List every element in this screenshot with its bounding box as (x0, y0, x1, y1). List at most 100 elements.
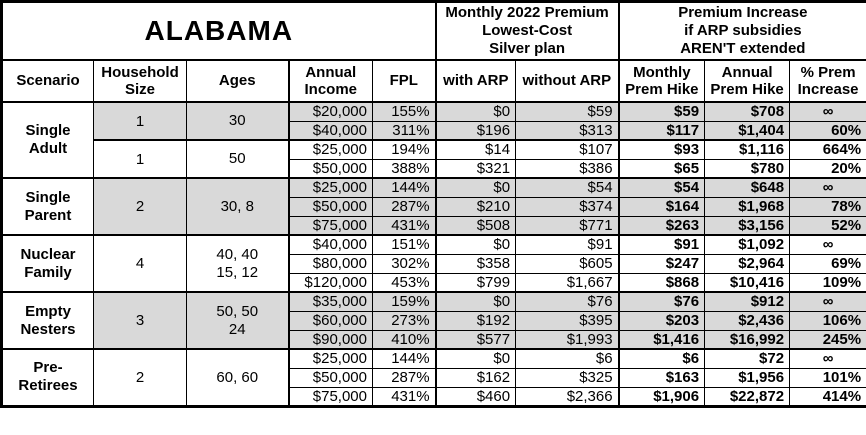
income-cell: $40,000 (287, 234, 373, 255)
scenario-name-cell: Pre- Retirees (1, 348, 94, 407)
with-arp-cell: $0 (434, 234, 517, 255)
with-arp-cell: $210 (434, 196, 517, 217)
annual-hike-cell: $2,436 (704, 310, 791, 331)
without-arp-cell: $313 (515, 120, 620, 141)
pct-increase-cell: 664% (789, 139, 866, 160)
with-arp-cell: $162 (434, 367, 517, 388)
income-cell: $90,000 (287, 329, 373, 350)
monthly-hike-cell: $59 (617, 101, 706, 122)
with-arp-cell: $0 (434, 177, 517, 198)
fpl-cell: 144% (371, 177, 437, 198)
pct-increase-cell: 101% (789, 367, 866, 388)
income-cell: $40,000 (287, 120, 373, 141)
without-arp-cell: $325 (515, 367, 620, 388)
income-cell: $50,000 (287, 158, 373, 179)
without-arp-cell: $54 (515, 177, 620, 198)
monthly-hike-cell: $164 (617, 196, 706, 217)
fpl-cell: 431% (371, 215, 437, 236)
fpl-cell: 287% (371, 367, 437, 388)
with-arp-cell: $0 (434, 101, 517, 122)
ages-cell: 30 (186, 101, 289, 141)
without-arp-cell: $395 (515, 310, 620, 331)
annual-hike-cell: $708 (704, 101, 791, 122)
pct-increase-cell: 69% (789, 253, 866, 274)
annual-hike-cell: $1,968 (704, 196, 791, 217)
income-cell: $20,000 (287, 101, 373, 122)
annual-hike-cell: $780 (704, 158, 791, 179)
ages-cell: 50 (186, 139, 289, 179)
col-header-household-size: Household Size (93, 59, 187, 103)
with-arp-cell: $577 (434, 329, 517, 350)
income-cell: $25,000 (287, 348, 373, 369)
premium-group-header: Monthly 2022 Premium Lowest-Cost Silver … (434, 1, 620, 61)
income-cell: $50,000 (287, 196, 373, 217)
annual-hike-cell: $1,092 (704, 234, 791, 255)
fpl-cell: 151% (371, 234, 437, 255)
monthly-hike-cell: $54 (617, 177, 706, 198)
table-row: Empty Nesters 3 50, 50 24 $35,000 159% $0 $76 $… (1, 291, 866, 350)
annual-hike-cell: $10,416 (704, 272, 791, 293)
monthly-hike-cell: $163 (617, 367, 706, 388)
with-arp-cell: $14 (434, 139, 517, 160)
col-header-annual-income: Annual Income (287, 59, 373, 103)
col-header-pct-increase: % Prem Increase (789, 59, 866, 103)
fpl-cell: 388% (371, 158, 437, 179)
ages-cell: 60, 60 (186, 348, 289, 407)
household-size-cell: 4 (93, 234, 187, 293)
pct-increase-cell: 106% (789, 310, 866, 331)
without-arp-cell: $2,366 (515, 386, 620, 407)
with-arp-cell: $0 (434, 348, 517, 369)
household-size-cell: 2 (93, 177, 187, 236)
monthly-hike-cell: $6 (617, 348, 706, 369)
scenario-name-cell: Empty Nesters (1, 291, 94, 350)
col-header-with-arp: with ARP (434, 59, 517, 103)
fpl-cell: 159% (371, 291, 437, 312)
annual-hike-cell: $22,872 (704, 386, 791, 407)
fpl-cell: 194% (371, 139, 437, 160)
annual-hike-cell: $16,992 (704, 329, 791, 350)
without-arp-cell: $107 (515, 139, 620, 160)
fpl-cell: 453% (371, 272, 437, 293)
scenario-name-cell: Nuclear Family (1, 234, 94, 293)
col-header-monthly-hike: Monthly Prem Hike (617, 59, 706, 103)
col-header-without-arp: without ARP (515, 59, 620, 103)
table-row: $75,000 431% $508 $771 $263 $3,156 52% (2, 215, 866, 236)
fpl-cell: 273% (371, 310, 437, 331)
with-arp-cell: $799 (434, 272, 517, 293)
annual-hike-cell: $1,404 (704, 120, 791, 141)
income-cell: $120,000 (287, 272, 373, 293)
monthly-hike-cell: $263 (617, 215, 706, 236)
pct-increase-cell: 20% (789, 158, 866, 179)
table-row: Single Adult 1 30 $20,000 155% $0 $59 $59 $708 ∞ (1, 101, 866, 179)
pct-increase-cell: 109% (789, 272, 866, 293)
table-row: Single Parent 2 30, 8 $25,000 144% $0 $54 $54 $6… (1, 177, 866, 236)
increase-group-header: Premium Increase if ARP subsidies AREN'T… (617, 1, 866, 61)
table-row: $50,000 388% $321 $386 $65 $780 20% (2, 158, 866, 179)
scenario-name-cell: Single Adult (1, 101, 94, 179)
monthly-hike-cell: $93 (617, 139, 706, 160)
with-arp-cell: $460 (434, 386, 517, 407)
col-header-annual-hike: Annual Prem Hike (704, 59, 791, 103)
ages-cell: 50, 50 24 (186, 291, 289, 350)
without-arp-cell: $374 (515, 196, 620, 217)
fpl-cell: 311% (371, 120, 437, 141)
income-cell: $80,000 (287, 253, 373, 274)
monthly-hike-cell: $76 (617, 291, 706, 312)
monthly-hike-cell: $868 (617, 272, 706, 293)
monthly-hike-cell: $247 (617, 253, 706, 274)
household-size-cell: 2 (93, 348, 187, 407)
without-arp-cell: $76 (515, 291, 620, 312)
fpl-cell: 431% (371, 386, 437, 407)
income-cell: $35,000 (287, 291, 373, 312)
state-title: ALABAMA (0, 1, 437, 61)
pct-increase-cell: ∞ (789, 177, 866, 198)
household-size-cell: 3 (93, 291, 187, 350)
table-row: Pre- Retirees 2 60, 60 $25,000 144% $0 $6 $6 $72… (1, 348, 866, 407)
fpl-cell: 144% (371, 348, 437, 369)
annual-hike-cell: $648 (704, 177, 791, 198)
pct-increase-cell: 414% (789, 386, 866, 407)
table-row: $50,000 287% $162 $325 $163 $1,956 101% (2, 367, 866, 388)
income-cell: $75,000 (287, 386, 373, 407)
income-cell: $25,000 (287, 177, 373, 198)
